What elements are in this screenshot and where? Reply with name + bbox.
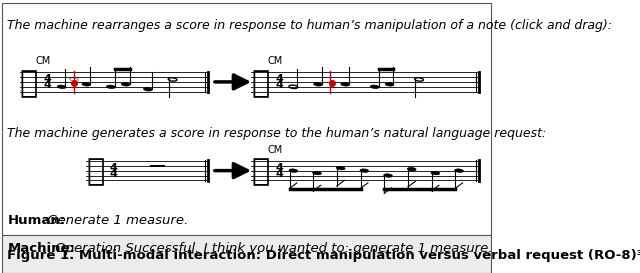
Ellipse shape (384, 174, 392, 177)
Ellipse shape (340, 83, 349, 86)
Text: CM: CM (268, 56, 282, 66)
Text: 4: 4 (110, 168, 118, 179)
Text: Generate 1 measure.: Generate 1 measure. (44, 214, 189, 227)
Ellipse shape (314, 83, 323, 86)
Ellipse shape (289, 85, 298, 88)
Text: 𝄞: 𝄞 (86, 158, 104, 186)
Text: CM: CM (268, 145, 282, 155)
Text: 4: 4 (110, 163, 118, 173)
Text: Figure 1. Multi-modal interaction: Direct manipulation versus verbal request (RO: Figure 1. Multi-modal interaction: Direc… (8, 249, 640, 262)
Ellipse shape (82, 83, 91, 86)
Text: 4: 4 (275, 163, 283, 173)
Ellipse shape (57, 85, 66, 88)
Text: 4: 4 (44, 74, 51, 84)
Ellipse shape (385, 83, 394, 86)
Text: 𝄞: 𝄞 (252, 69, 269, 98)
Text: Human:: Human: (8, 214, 65, 227)
Bar (3, 235, 491, 273)
Text: 4: 4 (44, 80, 51, 90)
Text: 4: 4 (275, 74, 283, 84)
Ellipse shape (431, 171, 440, 175)
Ellipse shape (313, 171, 321, 175)
Ellipse shape (360, 169, 369, 172)
Text: 𝄞: 𝄞 (20, 69, 38, 98)
Ellipse shape (143, 88, 152, 91)
Text: The machine rearranges a score in response to human’s manipulation of a note (cl: The machine rearranges a score in respon… (8, 19, 612, 32)
Text: Operation Successful. I think you wanted to: generate 1 measure.: Operation Successful. I think you wanted… (51, 242, 492, 255)
Ellipse shape (289, 169, 298, 172)
Text: 𝄞: 𝄞 (252, 158, 269, 186)
Ellipse shape (454, 169, 463, 172)
Text: The machine generates a score in response to the human’s natural language reques: The machine generates a score in respons… (8, 127, 547, 140)
Text: CM: CM (35, 56, 51, 66)
Text: 4: 4 (275, 80, 283, 90)
Ellipse shape (407, 167, 416, 171)
Ellipse shape (107, 85, 115, 88)
Ellipse shape (371, 85, 379, 88)
Ellipse shape (415, 78, 424, 81)
Ellipse shape (70, 78, 78, 81)
Ellipse shape (122, 83, 130, 86)
Ellipse shape (168, 78, 177, 81)
Bar (150, 165, 165, 167)
Text: 4: 4 (275, 168, 283, 179)
Text: Machine:: Machine: (8, 242, 76, 255)
Ellipse shape (337, 167, 345, 170)
